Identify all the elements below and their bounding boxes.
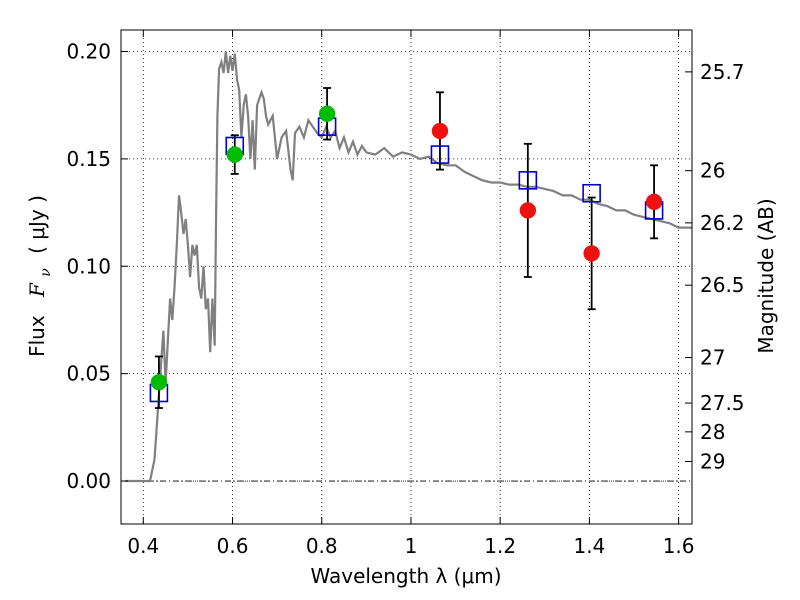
x-axis-label: Wavelength λ (μm): [310, 564, 501, 588]
y-tick-label: 0.05: [66, 362, 111, 386]
error-bars: [154, 87, 659, 409]
x-axis-ticks: 0.4 0.6 0.8 1 1.2 1.4 1.6: [127, 30, 695, 558]
model-photometry-square: [518, 171, 538, 190]
y-axis-ticks: 0.00 0.05 0.10 0.15 0.20: [66, 39, 128, 493]
observed-point-green: [226, 146, 244, 163]
observed-points: [150, 105, 663, 391]
y-axis-label-units: ( μJy ): [25, 195, 49, 254]
plot-frame: [120, 29, 693, 525]
observed-point-red: [583, 245, 600, 262]
model-photometry-square: [582, 183, 601, 203]
x-tick-label: 1.4: [573, 534, 605, 558]
model-sed-line: [125, 51, 692, 483]
y-tick-label: 0.00: [66, 469, 111, 493]
y-axis-label-symbol: F: [25, 282, 49, 298]
magnitude-axis-label: Magnitude (AB): [754, 198, 778, 353]
y-axis-label: Flux F ν ( μJy ): [25, 195, 55, 357]
x-tick-label: 1.6: [663, 534, 695, 558]
plot-area: [125, 51, 692, 483]
y-axis-label-text: Flux: [25, 315, 49, 357]
x-tick-label: 1.2: [484, 534, 516, 558]
x-tick-label: 0.4: [127, 534, 159, 558]
observed-point-red: [431, 122, 449, 140]
observed-point-red: [645, 193, 663, 211]
observed-point-green: [150, 373, 168, 391]
magnitude-tick-label: 27.5: [700, 391, 745, 415]
x-tick-label: 0.8: [306, 534, 338, 558]
model-photometry-squares: [149, 117, 664, 403]
magnitude-tick-label: 26: [700, 159, 725, 183]
y-tick-label: 0.15: [66, 147, 111, 171]
magnitude-tick-label: 26.5: [700, 273, 745, 297]
y-tick-label: 0.10: [66, 254, 111, 278]
model-photometry-square: [430, 145, 450, 164]
observed-point-red: [519, 202, 537, 219]
y-tick-label: 0.20: [66, 39, 111, 63]
observed-point-green: [318, 105, 336, 123]
x-tick-label: 0.6: [217, 534, 249, 558]
magnitude-tick-label: 26.2: [700, 211, 745, 235]
magnitude-axis-ticks: 25.7 26 26.2 26.5 27 27.5 28 29: [685, 60, 745, 473]
magnitude-tick-label: 29: [700, 449, 725, 473]
magnitude-tick-label: 27: [700, 346, 725, 370]
magnitude-tick-label: 28: [700, 420, 725, 444]
grid-lines: [121, 30, 692, 524]
x-tick-label: 1: [405, 534, 418, 558]
magnitude-tick-label: 25.7: [700, 60, 745, 84]
y-axis-label-subscript: ν: [38, 268, 54, 277]
